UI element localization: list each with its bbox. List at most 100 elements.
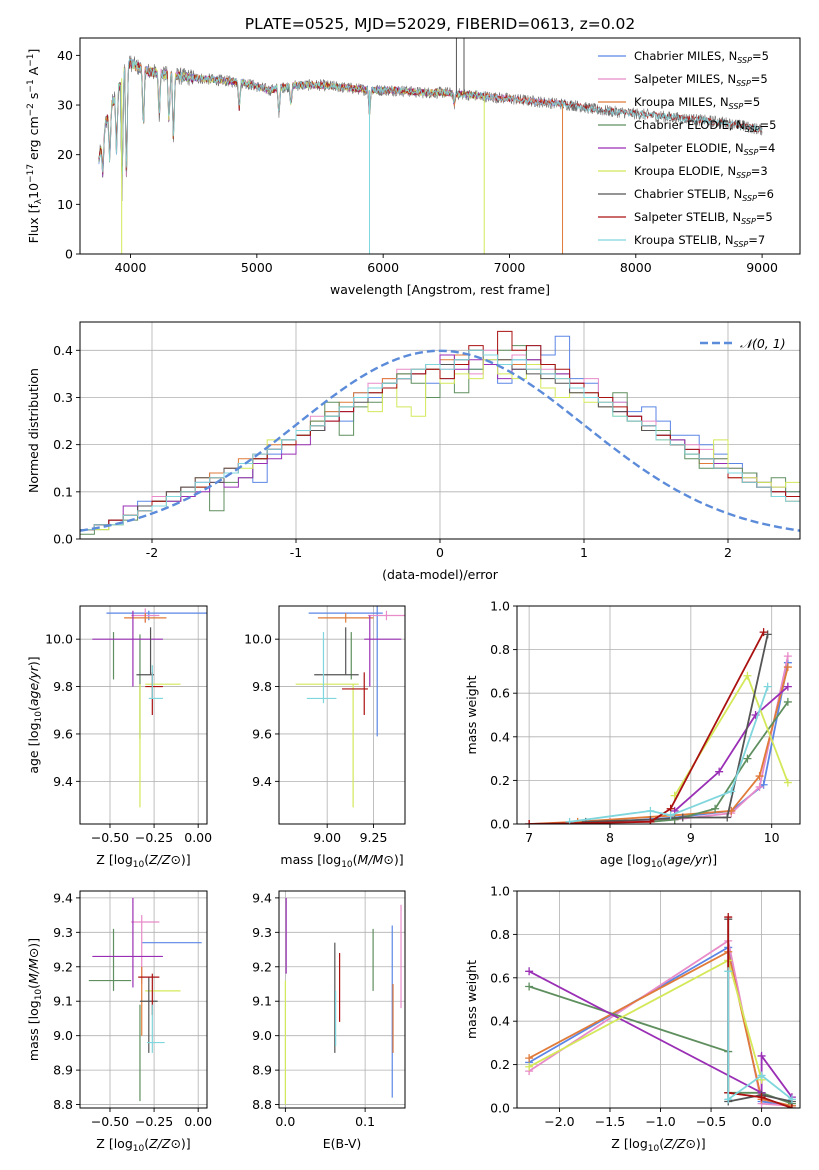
x-tick-label: 5000 xyxy=(241,260,273,275)
weight-marker xyxy=(711,804,720,813)
y-tick-label: 0.1 xyxy=(53,484,73,499)
weight-marker xyxy=(763,682,772,691)
mass_weight_vs_Z-plot-area xyxy=(525,913,796,1108)
weight-marker xyxy=(646,817,655,824)
x-axis-label: Z [log10(Z/Z⊙)] xyxy=(611,1136,705,1154)
residuals-legend: 𝒩(0, 1) xyxy=(700,336,786,351)
axes-frame xyxy=(278,605,406,825)
weight-marker xyxy=(670,815,679,824)
legend-label: Kroupa STELIB, NSSP=7 xyxy=(634,233,765,249)
y-tick-label: 8.9 xyxy=(252,1063,272,1078)
y-tick-label: 10 xyxy=(57,197,73,212)
legend-label: Kroupa MILES, NSSP=5 xyxy=(634,95,760,111)
spectrum-panel: 4000 5000 6000 7000 8000 9000 0 10 20 30 40 wavelen… xyxy=(26,37,801,297)
weight-marker xyxy=(565,817,574,824)
y-tick-label: 0.3 xyxy=(53,390,73,405)
x-tick-label: −1.0 xyxy=(645,1114,675,1129)
weight-line-salpeter_elodie xyxy=(674,686,789,812)
normal-curve xyxy=(80,349,800,532)
y-tick-label: 9.0 xyxy=(53,1028,73,1043)
x-tick-label: 9.25 xyxy=(360,830,388,845)
y-tick-label: 9.4 xyxy=(252,890,272,905)
weight-marker xyxy=(724,967,733,976)
mass_vs_ebv-plot-area xyxy=(284,897,402,1105)
y-tick-label: 9.6 xyxy=(252,726,272,741)
legend-label: 𝒩(0, 1) xyxy=(740,336,786,351)
x-axis-label: wavelength [Angstrom, rest frame] xyxy=(330,282,550,297)
y-tick-label: 9.3 xyxy=(53,925,73,940)
spectrum-line-chabrier_stelib xyxy=(98,55,763,202)
weight-marker xyxy=(757,1093,766,1102)
x-tick-label: −0.50 xyxy=(91,830,129,845)
y-tick-label: 0.2 xyxy=(490,1057,510,1072)
x-tick-label: 7 xyxy=(525,830,533,845)
x-tick-label: 8 xyxy=(606,830,614,845)
x-tick-label: -1 xyxy=(290,545,302,560)
legend-label: Kroupa ELODIE, NSSP=3 xyxy=(634,164,768,180)
weight-marker xyxy=(727,787,736,796)
y-tick-label: 0.4 xyxy=(53,343,73,358)
axes-frame xyxy=(79,890,208,1109)
y-tick-label: 0.4 xyxy=(490,1014,510,1029)
y-tick-label: 9.1 xyxy=(53,994,73,1009)
mass_vs_ebv-panel: 0.0 0.1 8.8 8.9 9.0 9.1 9.2 9.3 9.4 E(B-V) xyxy=(252,890,406,1151)
weight-marker xyxy=(525,820,534,824)
y-axis-label: Normed distribution xyxy=(26,368,41,493)
axes-frame xyxy=(516,605,801,825)
mass_weight_vs_Z-panel: −2.0 −1.5 −1.0 −0.5 0.0 0.0 0.2 0.4 0.6 0.8 1.0 Z [… xyxy=(464,884,801,1154)
y-tick-label: 9.4 xyxy=(53,890,73,905)
y-tick-label: 0.6 xyxy=(490,686,510,701)
histogram-kroupa_stelib xyxy=(80,349,800,539)
x-tick-label: 4000 xyxy=(115,260,147,275)
weight-marker xyxy=(757,1071,766,1080)
figure-title: PLATE=0525, MJD=52029, FIBERID=0613, z=0… xyxy=(245,15,635,33)
weight-line-salpeter_stelib xyxy=(529,631,765,824)
x-axis-label: E(B-V) xyxy=(323,1136,362,1151)
weight-marker xyxy=(787,1104,796,1108)
y-tick-label: 9.3 xyxy=(252,925,272,940)
weight-marker xyxy=(743,671,752,680)
axes-frame xyxy=(278,890,406,1109)
y-axis-label: mass weight xyxy=(464,675,479,754)
axes-frame xyxy=(79,37,801,255)
y-axis-label: mass weight xyxy=(464,960,479,1039)
x-axis-label: Z [log10(Z/Z⊙)] xyxy=(96,1136,190,1154)
x-tick-label: −0.25 xyxy=(135,1114,173,1129)
y-axis-label: age [log10(age/yr)] xyxy=(26,656,44,773)
x-tick-label: 0.00 xyxy=(184,830,212,845)
weight-marker xyxy=(525,967,534,976)
weight-marker xyxy=(666,811,675,820)
weight-marker xyxy=(783,663,792,672)
weight-line-kroupa_stelib xyxy=(727,971,793,1102)
weight-marker xyxy=(743,754,752,763)
y-tick-label: 10.0 xyxy=(45,632,73,647)
weight-marker xyxy=(759,628,768,637)
legend-label: Chabrier STELIB, NSSP=6 xyxy=(634,187,774,203)
y-tick-label: 9.4 xyxy=(53,774,73,789)
mass_vs_Z-panel: −0.50 −0.25 0.00 8.8 8.9 9.0 9.1 9.2 9.3 9.4 Z [lo… xyxy=(26,890,212,1154)
y-tick-label: 0.0 xyxy=(490,817,510,832)
y-tick-label: 0.8 xyxy=(490,642,510,657)
legend-label: Salpeter STELIB, NSSP=5 xyxy=(634,210,773,226)
weight-marker xyxy=(755,782,764,791)
y-tick-label: 9.8 xyxy=(252,679,272,694)
mass_weight_vs_age-panel: 7 8 9 10 0.0 0.2 0.4 0.6 0.8 1.0 age [log10(age/yr… xyxy=(464,599,801,870)
x-tick-label: −1.5 xyxy=(595,1114,625,1129)
y-tick-label: 0.6 xyxy=(490,970,510,985)
legend-label: Chabrier ELODIE, NSSP=5 xyxy=(634,118,776,134)
y-tick-label: 30 xyxy=(57,98,73,113)
spectrum-line-kroupa_stelib xyxy=(98,58,763,174)
weight-marker xyxy=(724,1095,733,1104)
weight-marker xyxy=(646,806,655,815)
weight-marker xyxy=(525,1062,534,1071)
y-tick-label: 1.0 xyxy=(490,884,510,899)
y-tick-label: 0.2 xyxy=(490,773,510,788)
spectrum-legend: Chabrier MILES, NSSP=5 Salpeter MILES, NS… xyxy=(598,49,776,249)
y-tick-label: 8.9 xyxy=(53,1063,73,1078)
y-tick-label: 1.0 xyxy=(490,599,510,614)
x-tick-label: 2 xyxy=(724,545,732,560)
y-tick-label: 9.8 xyxy=(53,679,73,694)
y-tick-label: 9.2 xyxy=(53,959,73,974)
